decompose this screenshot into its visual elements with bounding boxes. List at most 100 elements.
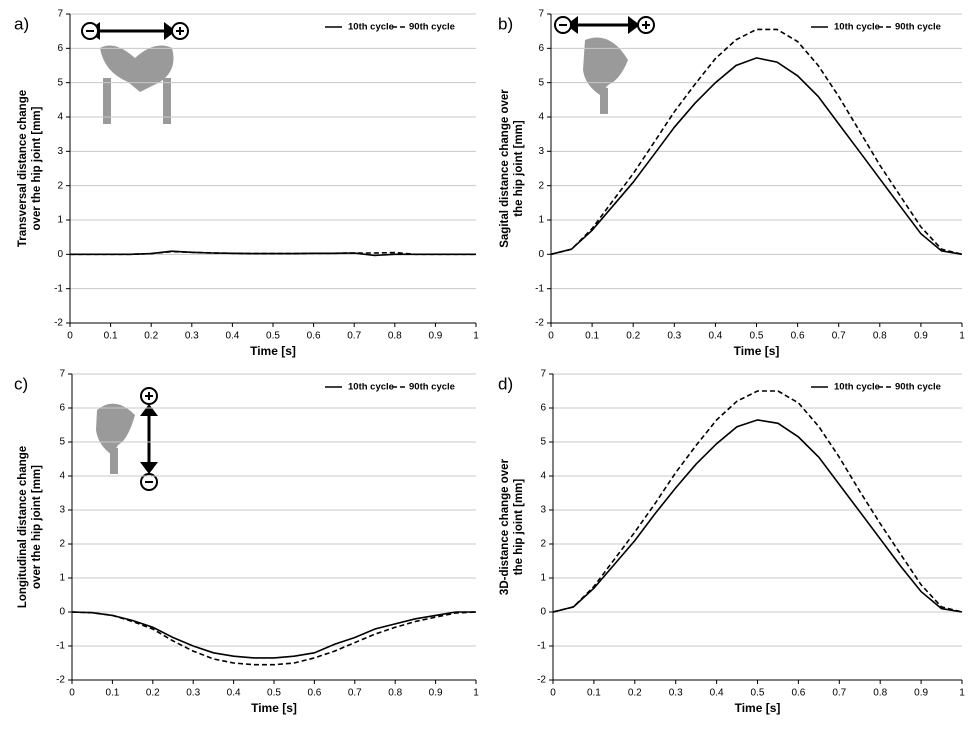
y-tick-label: 2 xyxy=(538,180,544,191)
y-axis-label: over the hip joint [mm] xyxy=(31,106,43,230)
y-tick-label: 6 xyxy=(59,403,65,414)
x-tick-label: 0.4 xyxy=(710,688,724,699)
x-tick-label: 0.9 xyxy=(914,688,928,699)
x-tick-label: 0.5 xyxy=(267,688,281,699)
x-tick-label: 0.9 xyxy=(429,688,443,699)
x-tick-label: 0.1 xyxy=(587,688,601,699)
x-tick-label: 0.7 xyxy=(832,688,846,699)
y-tick-label: 3 xyxy=(538,146,544,157)
y-tick-label: -1 xyxy=(537,641,546,652)
x-tick-label: 0.1 xyxy=(585,331,599,342)
x-tick-label: 0.8 xyxy=(388,331,402,342)
y-axis-label: the hip joint [mm] xyxy=(513,479,525,576)
x-tick-label: 0.7 xyxy=(832,331,846,342)
y-axis-label: Sagital distance change over xyxy=(499,89,511,248)
panel: -2 -1 0 1 2 3 4 5 6 7 0 0.1 0.2 0.3 0.4 0.5 0.6 0.7 0.8 0.9… xyxy=(14,369,479,716)
x-tick-label: 0.2 xyxy=(144,331,158,342)
x-tick-label: 0 xyxy=(548,331,554,342)
y-tick-label: 3 xyxy=(57,146,63,157)
legend-label: 90th cycle xyxy=(409,22,455,33)
x-axis-label: Time [s] xyxy=(735,701,781,715)
x-tick-label: 0.5 xyxy=(751,688,765,699)
panel-label: d) xyxy=(498,374,513,393)
y-tick-label: 7 xyxy=(540,369,546,380)
x-tick-label: 0.2 xyxy=(146,688,160,699)
y-tick-label: 4 xyxy=(57,112,63,123)
x-tick-label: 0.8 xyxy=(388,688,402,699)
y-tick-label: 7 xyxy=(59,369,65,380)
series-line xyxy=(550,28,963,256)
y-tick-label: 5 xyxy=(59,437,65,448)
y-tick-label: -1 xyxy=(54,283,63,294)
legend-label: 10th cycle xyxy=(348,382,394,393)
panel-label: c) xyxy=(14,374,28,393)
series-line xyxy=(70,250,476,256)
y-tick-label: -2 xyxy=(535,318,544,329)
x-tick-label: 0.6 xyxy=(791,688,805,699)
y-tick-label: 6 xyxy=(540,403,546,414)
y-tick-label: 1 xyxy=(540,573,546,584)
y-tick-label: 1 xyxy=(538,215,544,226)
x-tick-label: 0.4 xyxy=(225,331,239,342)
x-tick-label: 1 xyxy=(959,331,965,342)
y-tick-label: 6 xyxy=(538,43,544,54)
x-tick-label: 0.2 xyxy=(628,688,642,699)
y-tick-label: 0 xyxy=(540,607,546,618)
x-tick-label: 0.7 xyxy=(347,331,361,342)
panel: -2 -1 0 1 2 3 4 5 6 7 0 0.1 0.2 0.3 0.4 0.5 0.6 0.7 0.8 0.9… xyxy=(14,9,479,359)
x-axis-label: Time [s] xyxy=(734,344,780,358)
y-tick-label: 7 xyxy=(538,9,544,20)
x-tick-label: 0.9 xyxy=(914,331,928,342)
y-tick-label: 3 xyxy=(540,505,546,516)
y-tick-label: -2 xyxy=(537,675,546,686)
y-tick-label: 4 xyxy=(540,471,546,482)
x-tick-label: 0.5 xyxy=(750,331,764,342)
series-line xyxy=(71,611,476,659)
x-tick-label: 0.3 xyxy=(669,688,683,699)
legend-label: 10th cycle xyxy=(834,382,880,393)
legend-label: 10th cycle xyxy=(834,22,880,33)
y-tick-label: 0 xyxy=(57,249,63,260)
x-tick-label: 0.9 xyxy=(428,331,442,342)
y-tick-label: 5 xyxy=(540,437,546,448)
y-tick-label: 0 xyxy=(59,607,65,618)
x-tick-label: 0.1 xyxy=(105,688,119,699)
icon-a xyxy=(81,22,189,124)
y-tick-label: 2 xyxy=(540,539,546,550)
x-tick-label: 0.6 xyxy=(307,688,321,699)
y-axis-label: Transversal distance change xyxy=(17,90,29,247)
panel-label: b) xyxy=(498,14,513,33)
y-axis-label: Longitudinal distance change xyxy=(17,446,29,608)
x-tick-label: 1 xyxy=(473,331,479,342)
y-tick-label: -2 xyxy=(56,675,65,686)
y-tick-label: 4 xyxy=(59,471,65,482)
icon-b xyxy=(554,16,655,114)
y-tick-label: -1 xyxy=(535,283,544,294)
x-axis-label: Time [s] xyxy=(251,701,297,715)
legend-label: 90th cycle xyxy=(895,22,941,33)
y-axis-label: over the hip joint [mm] xyxy=(31,465,43,589)
y-tick-label: 2 xyxy=(59,539,65,550)
y-tick-label: 5 xyxy=(57,77,63,88)
x-tick-label: 0 xyxy=(550,688,556,699)
x-tick-label: 0.4 xyxy=(227,688,241,699)
legend-label: 10th cycle xyxy=(348,22,394,33)
x-tick-label: 0.6 xyxy=(307,331,321,342)
y-tick-label: 5 xyxy=(538,77,544,88)
legend-label: 90th cycle xyxy=(409,382,455,393)
series-line xyxy=(552,390,963,613)
x-axis-label: Time [s] xyxy=(250,344,296,358)
y-axis-label: 3D-distance change over xyxy=(499,458,511,595)
y-tick-label: -2 xyxy=(54,318,63,329)
y-axis-label: the hip joint [mm] xyxy=(513,120,525,217)
x-tick-label: 0 xyxy=(67,331,73,342)
x-tick-label: 1 xyxy=(473,688,479,699)
y-tick-label: 1 xyxy=(59,573,65,584)
legend-label: 90th cycle xyxy=(895,382,941,393)
y-tick-label: 3 xyxy=(59,505,65,516)
x-tick-label: 0.7 xyxy=(348,688,362,699)
x-tick-label: 0.8 xyxy=(873,331,887,342)
series-line xyxy=(552,419,963,613)
x-tick-label: 0.5 xyxy=(266,331,280,342)
